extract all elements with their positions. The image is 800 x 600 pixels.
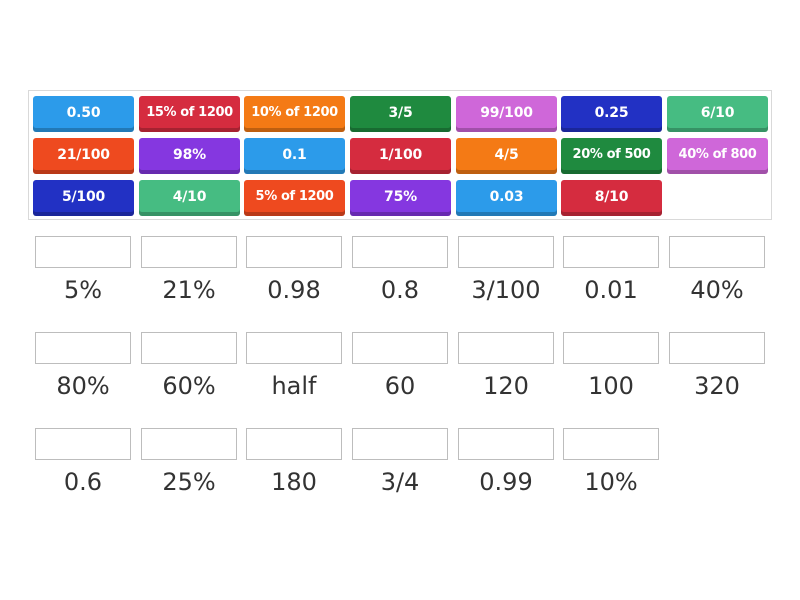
drop-slot[interactable] bbox=[669, 332, 765, 364]
drop-slot[interactable] bbox=[669, 236, 765, 268]
target-label: 0.01 bbox=[584, 276, 638, 304]
target-label: 21% bbox=[162, 276, 216, 304]
answer-tile[interactable]: 20% of 500 bbox=[561, 138, 662, 174]
target-label: 180 bbox=[271, 468, 317, 496]
target-label: 25% bbox=[162, 468, 216, 496]
drop-slot[interactable] bbox=[458, 332, 554, 364]
target-label: 0.8 bbox=[380, 276, 420, 304]
answer-tile[interactable]: 21/100 bbox=[33, 138, 134, 174]
target-label: 0.6 bbox=[63, 468, 103, 496]
answer-tile[interactable]: 0.03 bbox=[456, 180, 557, 216]
target-label: 320 bbox=[694, 372, 740, 400]
answer-tile[interactable]: 75% bbox=[350, 180, 451, 216]
answer-tile[interactable]: 4/5 bbox=[456, 138, 557, 174]
answer-tile[interactable]: 6/10 bbox=[667, 96, 768, 132]
drop-slot[interactable] bbox=[246, 332, 342, 364]
target-label: 0.98 bbox=[267, 276, 321, 304]
drop-slot[interactable] bbox=[141, 236, 237, 268]
target-label: half bbox=[271, 372, 317, 400]
target-label: 3/4 bbox=[380, 468, 420, 496]
answer-tile[interactable]: 99/100 bbox=[456, 96, 557, 132]
drop-slot[interactable] bbox=[35, 332, 131, 364]
target-label: 10% bbox=[584, 468, 638, 496]
tile-bank: 0.50 15% of 1200 10% of 1200 3/5 99/100 … bbox=[28, 90, 772, 220]
target-label: 40% bbox=[690, 276, 744, 304]
answer-tile[interactable]: 5% of 1200 bbox=[244, 180, 345, 216]
answer-tile[interactable]: 1/100 bbox=[350, 138, 451, 174]
target-label: 80% bbox=[56, 372, 110, 400]
answer-tile[interactable]: 40% of 800 bbox=[667, 138, 768, 174]
drop-slot[interactable] bbox=[246, 236, 342, 268]
target-label: 3/100 bbox=[471, 276, 541, 304]
answer-tile[interactable]: 0.25 bbox=[561, 96, 662, 132]
answer-tile[interactable]: 4/10 bbox=[139, 180, 240, 216]
drop-slot[interactable] bbox=[352, 428, 448, 460]
answer-tile[interactable]: 5/100 bbox=[33, 180, 134, 216]
drop-slot[interactable] bbox=[141, 332, 237, 364]
answer-tile[interactable]: 8/10 bbox=[561, 180, 662, 216]
drop-slot[interactable] bbox=[563, 332, 659, 364]
drop-slot[interactable] bbox=[141, 428, 237, 460]
answer-tile[interactable]: 0.1 bbox=[244, 138, 345, 174]
drop-slot[interactable] bbox=[35, 236, 131, 268]
drop-slot[interactable] bbox=[563, 236, 659, 268]
drop-slot[interactable] bbox=[352, 332, 448, 364]
drop-slot[interactable] bbox=[246, 428, 342, 460]
drop-slot[interactable] bbox=[352, 236, 448, 268]
drop-slot[interactable] bbox=[458, 236, 554, 268]
answer-tile[interactable]: 10% of 1200 bbox=[244, 96, 345, 132]
answer-tile[interactable]: 3/5 bbox=[350, 96, 451, 132]
answer-tile[interactable]: 98% bbox=[139, 138, 240, 174]
target-label: 60% bbox=[162, 372, 216, 400]
drop-slot[interactable] bbox=[35, 428, 131, 460]
target-label: 120 bbox=[483, 372, 529, 400]
drop-slot[interactable] bbox=[563, 428, 659, 460]
target-label: 0.99 bbox=[479, 468, 533, 496]
target-label: 5% bbox=[63, 276, 103, 304]
answer-tile[interactable]: 0.50 bbox=[33, 96, 134, 132]
answer-tile[interactable]: 15% of 1200 bbox=[139, 96, 240, 132]
target-label: 100 bbox=[588, 372, 634, 400]
target-label: 60 bbox=[384, 372, 416, 400]
drop-slot[interactable] bbox=[458, 428, 554, 460]
